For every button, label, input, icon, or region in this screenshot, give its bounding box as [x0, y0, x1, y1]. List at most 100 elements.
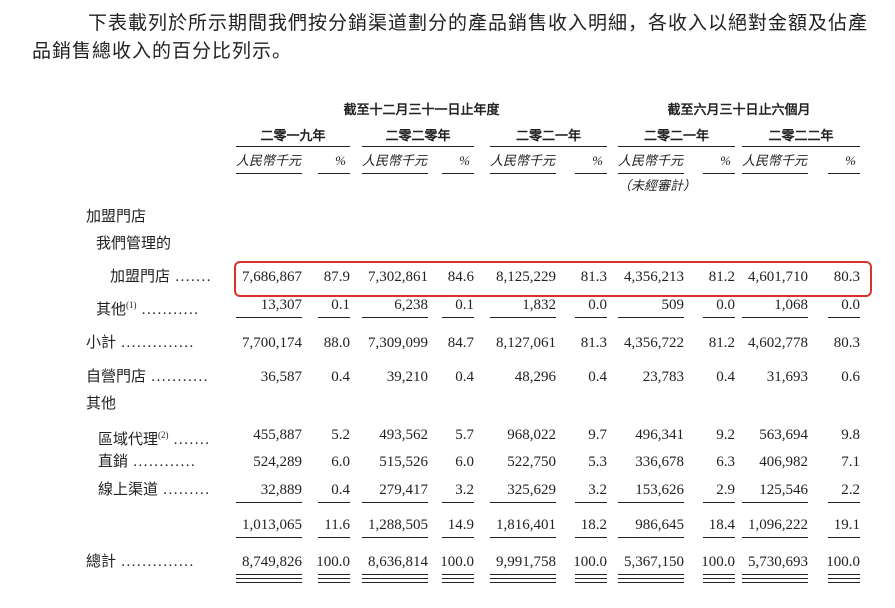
row-label: 線上渠道 .........	[98, 480, 211, 500]
row-label: 總計 ..............	[86, 552, 195, 572]
rule	[703, 578, 735, 579]
cell-value: 406,982	[759, 454, 808, 470]
rule	[236, 574, 302, 575]
cell-value: 4,356,213	[624, 269, 684, 285]
pct-unit: %	[592, 153, 603, 168]
cell-value: 0.4	[455, 369, 474, 385]
cell-value: 7,700,174	[242, 335, 302, 351]
rule	[490, 317, 556, 318]
rule	[490, 146, 607, 147]
cell-value: 8,127,061	[496, 335, 556, 351]
cell-value: 279,417	[379, 482, 428, 498]
cell-value: 8,749,826	[242, 554, 302, 570]
row-label: 加盟門店 .......	[110, 267, 212, 287]
cell-value: 0.1	[331, 297, 350, 313]
cell-value: 493,562	[379, 427, 428, 443]
cell-value: 100.0	[316, 554, 350, 570]
rule	[362, 317, 428, 318]
cell-value: 19.1	[833, 517, 860, 533]
cell-value: 81.3	[580, 335, 607, 351]
pct-unit: %	[720, 153, 731, 168]
cell-value: 7,302,861	[368, 269, 428, 285]
leader-dots: .........	[158, 482, 211, 498]
unit-note: （未經審計）	[618, 178, 697, 193]
cell-value: 5,367,150	[624, 554, 684, 570]
rule	[828, 537, 860, 538]
rule	[703, 537, 735, 538]
amount-unit: 人民幣千元	[742, 153, 808, 168]
rule	[362, 146, 474, 147]
cell-value: 88.0	[323, 335, 350, 351]
cell-value: 80.3	[833, 269, 860, 285]
cell-value: 39,210	[386, 369, 428, 385]
cell-value: 0.6	[841, 369, 860, 385]
cell-value: 0.4	[588, 369, 607, 385]
rule	[318, 317, 350, 318]
rule	[828, 574, 860, 575]
cell-value: 563,694	[759, 427, 808, 443]
rule	[318, 582, 350, 583]
rule	[442, 317, 474, 318]
cell-value: 100.0	[701, 554, 735, 570]
cell-value: 5.7	[455, 427, 474, 443]
label-text: 自營門店	[86, 369, 147, 385]
rule	[362, 574, 428, 575]
footnote-ref: (1)	[126, 300, 137, 310]
cell-value: 496,341	[635, 427, 684, 443]
cell-value: 2.2	[841, 482, 860, 498]
amount-unit: 人民幣千元	[490, 153, 556, 168]
cell-value: 8,636,814	[368, 554, 428, 570]
rule	[618, 317, 684, 318]
cell-value: 153,626	[635, 482, 684, 498]
rule	[490, 582, 556, 583]
row-label: 其他	[86, 394, 116, 414]
cell-value: 968,022	[507, 427, 556, 443]
cell-value: 524,289	[253, 454, 302, 470]
rule	[575, 317, 607, 318]
cell-value: 31,693	[766, 369, 808, 385]
leader-dots: .......	[170, 269, 213, 285]
rule	[318, 502, 350, 503]
cell-value: 6.0	[331, 454, 350, 470]
pct-unit: %	[845, 153, 856, 168]
row-label: 直銷 ............	[98, 452, 196, 472]
rule	[742, 537, 808, 538]
cell-value: 1,816,401	[496, 517, 556, 533]
year-header: 二零二二年	[768, 128, 834, 143]
rule	[828, 582, 860, 583]
cell-value: 84.7	[447, 335, 474, 351]
cell-value: 0.1	[455, 297, 474, 313]
cell-value: 18.2	[580, 517, 607, 533]
rule	[703, 317, 735, 318]
cell-value: 7,309,099	[368, 335, 428, 351]
rule	[742, 502, 808, 503]
cell-value: 7.1	[841, 454, 860, 470]
rule	[362, 537, 428, 538]
cell-value: 522,750	[507, 454, 556, 470]
rule	[828, 317, 860, 318]
label-text: 加盟門店	[110, 269, 171, 285]
cell-value: 23,783	[642, 369, 684, 385]
rule	[362, 578, 428, 579]
row-label: 小計 ..............	[86, 333, 195, 353]
rule	[362, 173, 428, 174]
rule	[442, 173, 474, 174]
cell-value: 1,288,505	[368, 517, 428, 533]
cell-value: 9.2	[716, 427, 735, 443]
leader-dots: ...........	[136, 302, 200, 318]
rule	[828, 173, 860, 174]
group-header: 截至十二月三十一日止年度	[343, 102, 500, 117]
cell-value: 1,013,065	[242, 517, 302, 533]
rule	[236, 582, 302, 583]
amount-unit: 人民幣千元	[236, 153, 302, 168]
label-text: 我們管理的	[96, 236, 172, 252]
rule	[742, 582, 808, 583]
label-text: 總計	[86, 554, 117, 570]
cell-value: 8,125,229	[496, 269, 556, 285]
cell-value: 0.4	[716, 369, 735, 385]
cell-value: 6,238	[394, 297, 428, 313]
rule	[618, 582, 684, 583]
row-label: 加盟門店	[86, 207, 146, 227]
label-text: 直銷	[98, 454, 129, 470]
cell-value: 455,887	[253, 427, 302, 443]
